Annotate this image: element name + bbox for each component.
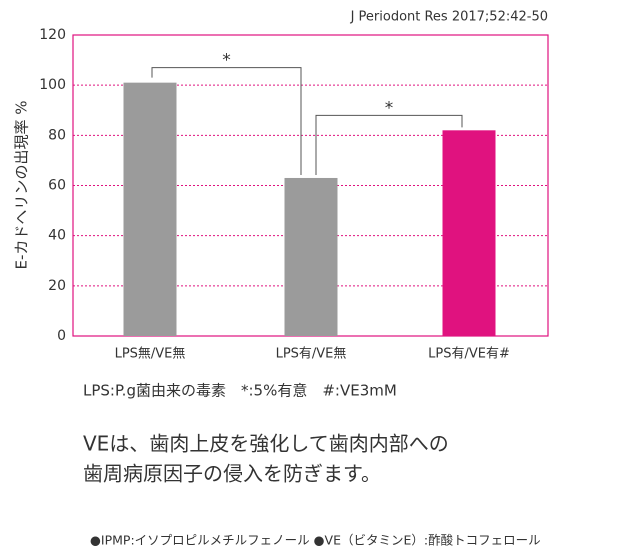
- note: LPS:P.g菌由来の毒素 *:5%有意 #:VE3mM: [83, 382, 397, 400]
- body-text: 歯周病原因子の侵入を防ぎます。: [83, 462, 381, 486]
- x-tick-label: LPS有/VE無: [276, 347, 347, 362]
- y-tick-label: 60: [48, 178, 66, 194]
- significance-bracket: [151, 67, 302, 175]
- significance-bracket: [315, 114, 463, 175]
- y-tick-label: 120: [39, 27, 66, 43]
- bar: [284, 177, 338, 336]
- y-axis-label: E-カドヘリンの出現率 %: [13, 101, 31, 270]
- significance-mark: *: [385, 98, 394, 118]
- body-text: VEは、歯肉上皮を強化して歯肉内部への: [83, 432, 449, 456]
- x-tick-label: LPS有/VE有#: [428, 347, 510, 362]
- footer: ●IPMP:イソプロピルメチルフェノール ●VE（ビタミンE）:酢酸トコフェロー…: [90, 533, 541, 548]
- y-tick-label: 100: [39, 77, 66, 93]
- x-tick-label: LPS無/VE無: [115, 347, 186, 362]
- bar: [123, 82, 177, 337]
- y-tick-label: 80: [48, 127, 66, 143]
- source: J Periodont Res 2017;52:42-50: [350, 10, 548, 25]
- y-tick-label: 0: [57, 328, 66, 344]
- y-tick-label: 20: [48, 278, 66, 294]
- significance-mark: *: [222, 51, 231, 71]
- y-tick-label: 40: [48, 228, 66, 244]
- bar: [442, 130, 496, 336]
